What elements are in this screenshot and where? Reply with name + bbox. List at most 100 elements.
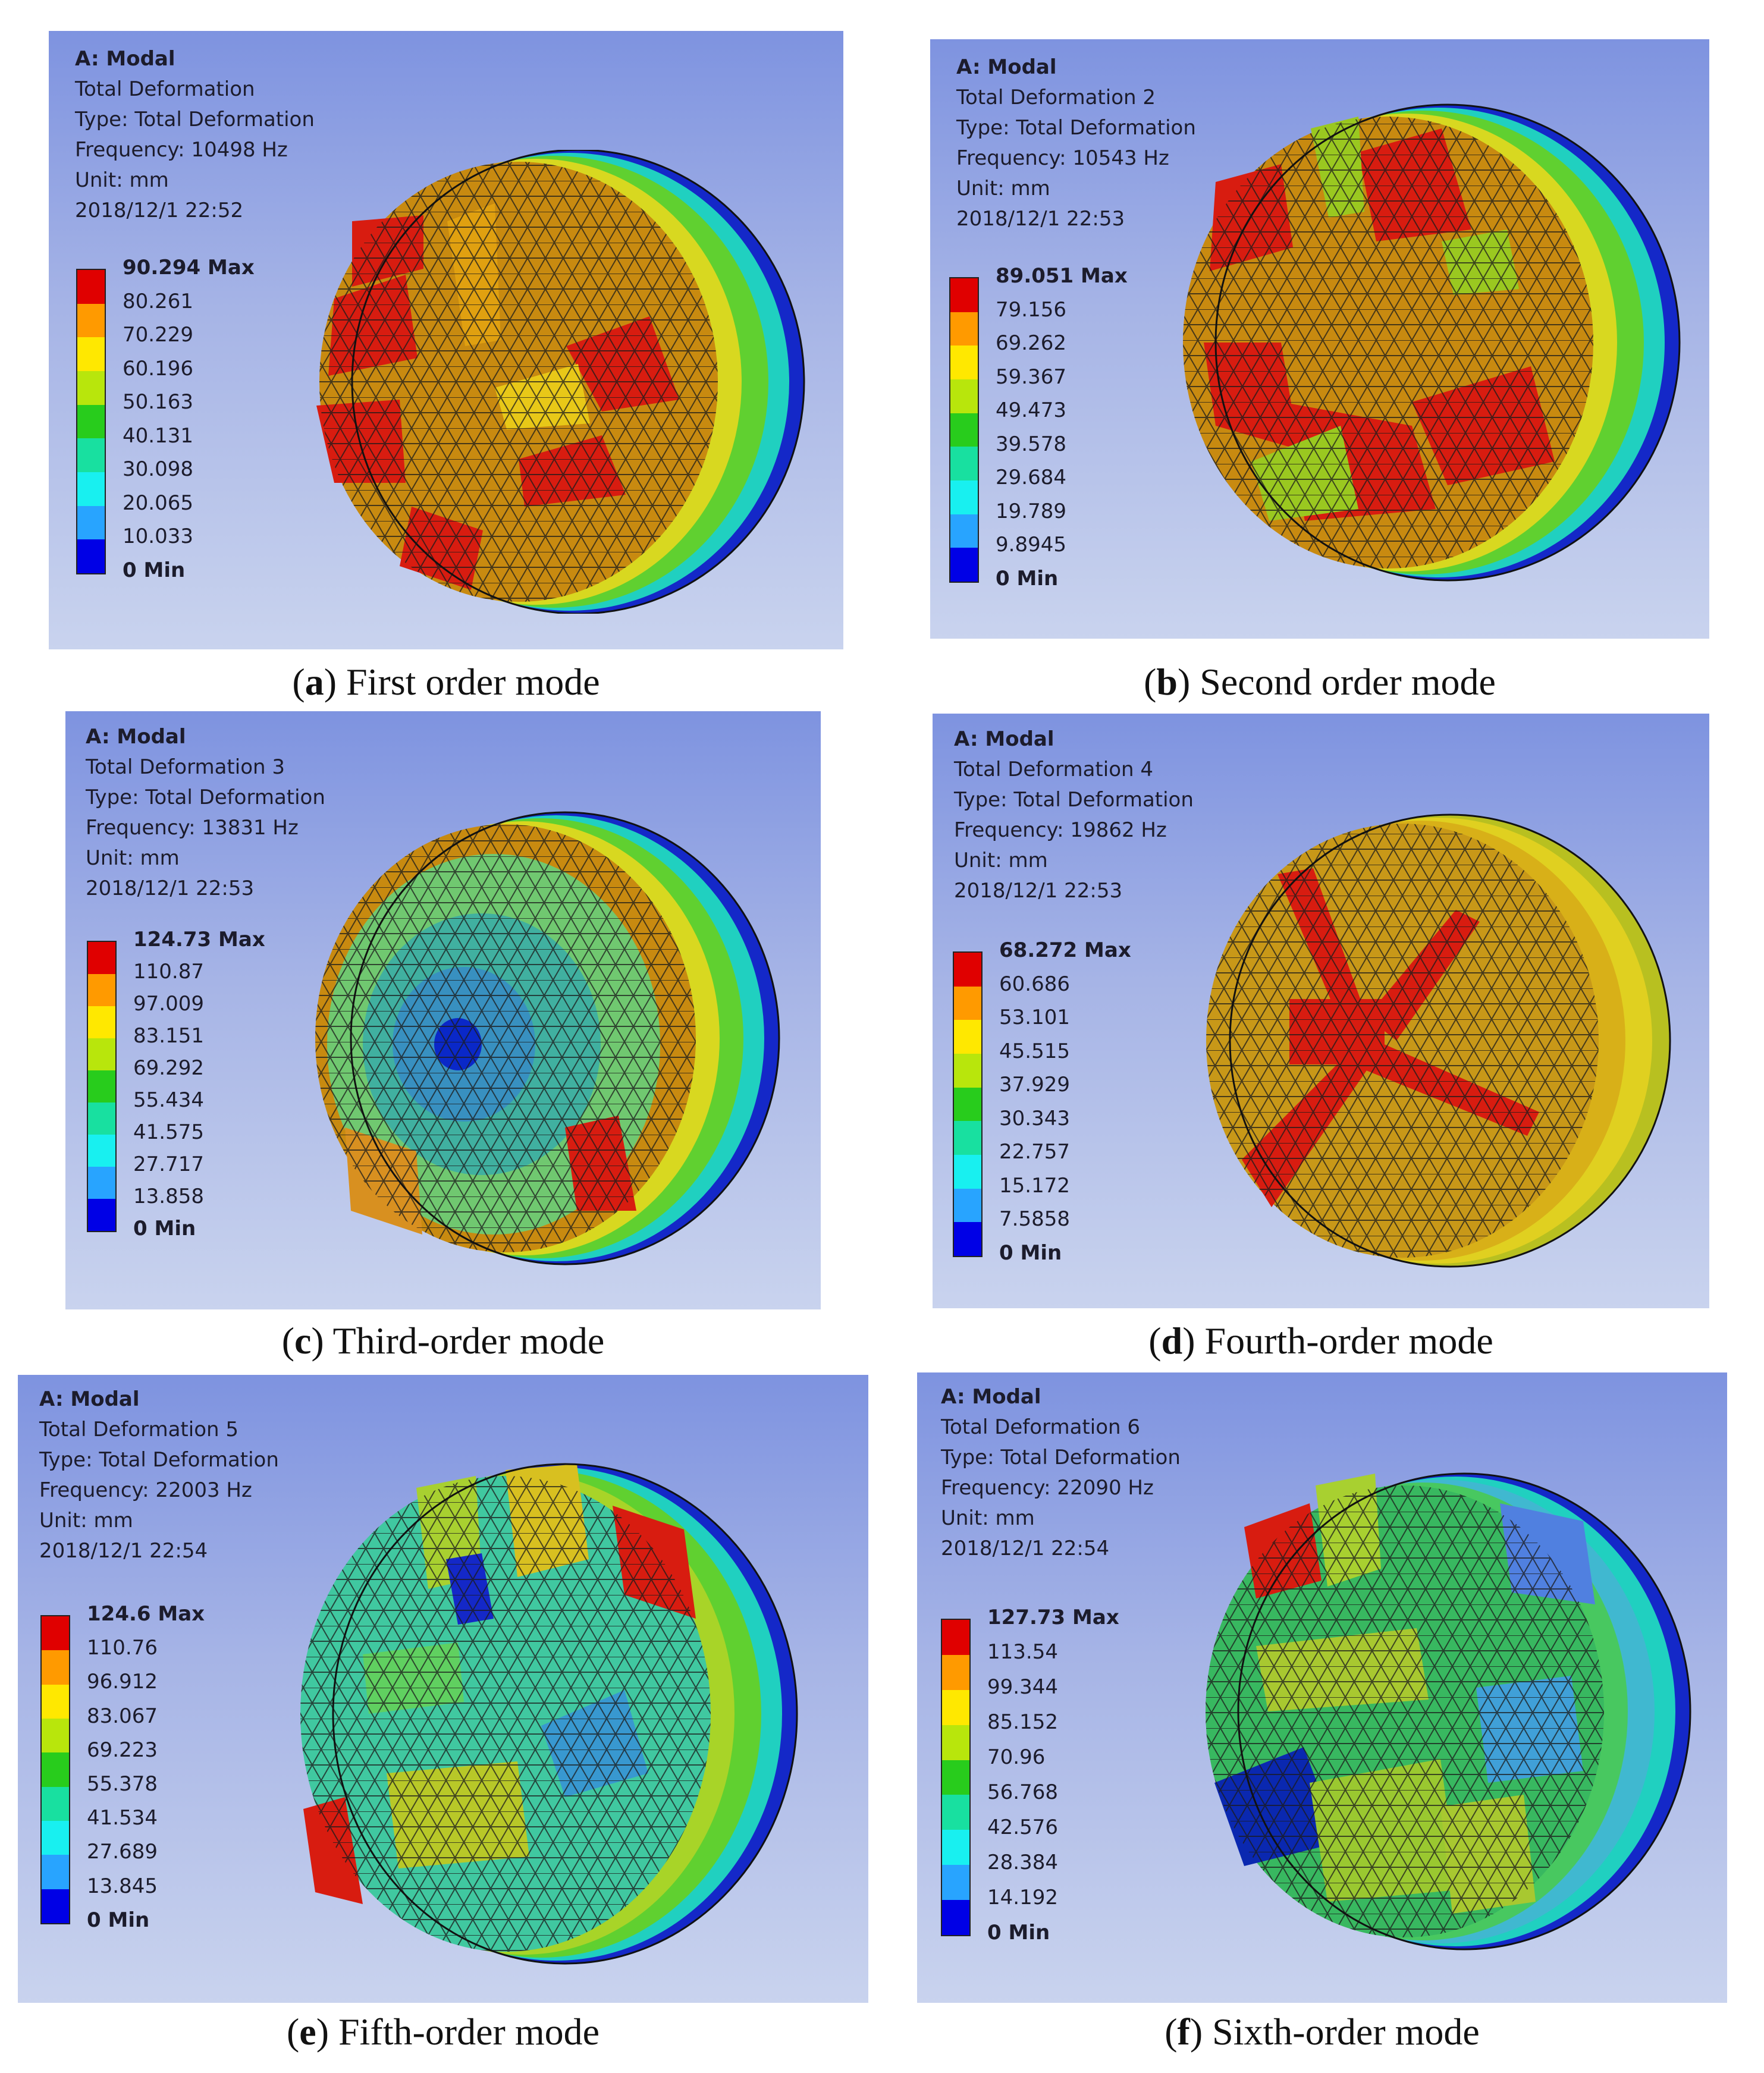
panel-d-info: A: Modal Total Deformation 4 Type: Total… (954, 724, 1194, 906)
legend-label: 69.223 (87, 1738, 158, 1762)
panel-f-info-unit: Unit: mm (941, 1506, 1035, 1530)
color-scale-swatch (950, 548, 978, 582)
panel-c-info-title: A: Modal (86, 725, 186, 749)
panel-b-mesh-model (1183, 103, 1681, 582)
color-scale-swatch (42, 1752, 69, 1787)
color-scale-swatch (77, 472, 105, 506)
color-scale-swatch (942, 1620, 969, 1655)
color-scale-bar (949, 277, 979, 583)
panel-c-mesh-model (315, 811, 780, 1265)
panel-e-info: A: Modal Total Deformation 5 Type: Total… (39, 1384, 279, 1566)
legend-label: 27.689 (87, 1840, 158, 1864)
legend-label: 50.163 (123, 390, 193, 414)
legend-label: 80.261 (123, 290, 193, 313)
legend-label: 83.151 (133, 1024, 204, 1048)
legend-max-label: 127.73 Max (987, 1606, 1119, 1629)
panel-b-info-title: A: Modal (956, 55, 1057, 79)
legend-label: 37.929 (999, 1073, 1070, 1097)
caption-a: (a) First order mode (292, 661, 600, 703)
color-scale-swatch (42, 1889, 69, 1923)
color-scale-swatch (42, 1855, 69, 1889)
panel-f-info-frequency: Frequency: 22090 Hz (941, 1476, 1154, 1500)
legend-label: 13.858 (133, 1185, 204, 1208)
panel-a-info-frequency: Frequency: 10498 Hz (75, 138, 288, 162)
panel-a-info: A: Modal Total Deformation Type: Total D… (75, 44, 315, 226)
color-scale-swatch (88, 974, 115, 1006)
color-scale-swatch (950, 480, 978, 514)
legend-label: 79.156 (996, 298, 1066, 322)
color-scale-swatch (954, 1053, 981, 1088)
color-scale-swatch (88, 1199, 115, 1231)
panel-c-info-type: Type: Total Deformation (86, 786, 325, 809)
panel-f: A: Modal Total Deformation 6 Type: Total… (917, 1372, 1727, 2003)
color-scale-swatch (88, 1135, 115, 1167)
legend-min-label: 0 Min (999, 1241, 1062, 1265)
legend-label: 60.686 (999, 972, 1070, 996)
caption-c-text: Third-order mode (324, 1320, 605, 1362)
color-scale-swatch (942, 1830, 969, 1865)
legend-label: 30.343 (999, 1107, 1070, 1130)
color-scale-swatch (954, 1154, 981, 1189)
panel-c: A: Modal Total Deformation 3 Type: Total… (65, 711, 821, 1309)
panel-d-info-frequency: Frequency: 19862 Hz (954, 818, 1167, 842)
panel-f-info-date: 2018/12/1 22:54 (941, 1537, 1110, 1560)
panel-d-mesh-model (1206, 814, 1671, 1268)
legend-label: 28.384 (987, 1851, 1058, 1874)
panel-e-info-title: A: Modal (39, 1387, 140, 1411)
color-scale-bar (87, 941, 117, 1232)
caption-c: (c) Third-order mode (281, 1320, 605, 1362)
panel-f-mesh-model (1206, 1472, 1691, 1950)
legend-label: 13.845 (87, 1874, 158, 1898)
panel-c-info-date: 2018/12/1 22:53 (86, 877, 255, 900)
color-scale-swatch (942, 1725, 969, 1760)
color-scale-swatch (42, 1684, 69, 1719)
color-scale-swatch (950, 278, 978, 312)
legend-label: 7.5858 (999, 1207, 1070, 1231)
color-scale-swatch (42, 1786, 69, 1821)
caption-a-text: First order mode (337, 661, 600, 703)
color-scale-swatch (954, 953, 981, 987)
color-scale-swatch (77, 438, 105, 472)
caption-c-letter: c (294, 1320, 312, 1362)
color-scale-swatch (77, 303, 105, 338)
color-scale-swatch (88, 1103, 115, 1135)
color-scale-swatch (950, 346, 978, 379)
legend-label: 42.576 (987, 1816, 1058, 1839)
panel-a-info-result: Total Deformation (75, 77, 255, 101)
legend-min-label: 0 Min (123, 558, 186, 582)
caption-b-text: Second order mode (1190, 661, 1496, 703)
caption-e-letter: e (299, 2011, 316, 2053)
color-scale-swatch (77, 337, 105, 371)
legend-label: 110.76 (87, 1636, 158, 1660)
legend-label: 69.262 (996, 331, 1066, 355)
panel-f-info: A: Modal Total Deformation 6 Type: Total… (941, 1382, 1181, 1564)
color-scale-swatch (954, 1188, 981, 1223)
panel-a-info-title: A: Modal (75, 47, 175, 71)
legend-label: 97.009 (133, 992, 204, 1016)
color-scale-swatch (88, 1006, 115, 1038)
legend-label: 40.131 (123, 424, 193, 448)
color-scale-swatch (77, 404, 105, 439)
caption-f-letter: f (1177, 2011, 1190, 2053)
legend-max-label: 124.6 Max (87, 1602, 205, 1626)
color-scale-swatch (954, 1121, 981, 1155)
panel-b-info-frequency: Frequency: 10543 Hz (956, 146, 1169, 170)
panel-c-info-frequency: Frequency: 13831 Hz (86, 816, 299, 840)
legend-label: 55.378 (87, 1772, 158, 1796)
legend-label: 85.152 (987, 1710, 1058, 1734)
legend-label: 53.101 (999, 1006, 1070, 1029)
panel-d-info-title: A: Modal (954, 727, 1054, 751)
color-scale-bar (953, 951, 983, 1257)
caption-a-letter: a (305, 661, 324, 703)
color-scale-swatch (88, 1167, 115, 1199)
legend-label: 20.065 (123, 491, 193, 515)
color-scale-swatch (950, 514, 978, 548)
panel-c-info: A: Modal Total Deformation 3 Type: Total… (86, 722, 325, 904)
color-scale-swatch (942, 1865, 969, 1900)
legend-label: 113.54 (987, 1640, 1058, 1664)
legend-label: 96.912 (87, 1670, 158, 1694)
color-scale-swatch (42, 1650, 69, 1685)
caption-d: (d) Fourth-order mode (1148, 1320, 1493, 1362)
panel-e: A: Modal Total Deformation 5 Type: Total… (18, 1375, 868, 2003)
panel-b-info-date: 2018/12/1 22:53 (956, 207, 1125, 231)
